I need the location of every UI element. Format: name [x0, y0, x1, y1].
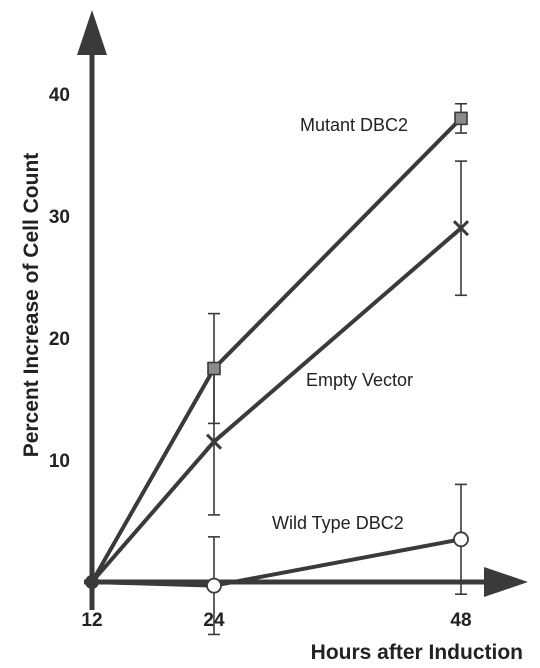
data-point-x	[452, 220, 470, 237]
origin-point	[85, 575, 99, 589]
data-point-x	[205, 433, 223, 450]
series-label: Empty Vector	[306, 370, 413, 390]
x-tick-label: 12	[81, 610, 102, 631]
y-axis-title: Percent Increase of Cell Count	[20, 153, 43, 458]
y-tick-label: 40	[49, 85, 70, 106]
series-line-2	[90, 537, 463, 588]
y-tick-label: 30	[49, 207, 70, 228]
series-label: Mutant DBC2	[300, 115, 408, 135]
y-tick-label: 20	[49, 329, 70, 350]
y-axis-arrow	[77, 10, 107, 55]
series-labels: Mutant DBC2 Empty Vector Wild Type DBC2	[272, 115, 413, 533]
x-tick-label: 48	[450, 610, 471, 631]
data-point-square	[454, 111, 468, 126]
data-point-circle	[206, 577, 222, 594]
x-tick-labels: 12 24 48	[81, 610, 471, 631]
data-point-square	[207, 361, 221, 376]
x-axis-arrow	[484, 567, 528, 597]
data-point-circle	[453, 531, 469, 548]
y-tick-labels: 10 20 30 40	[49, 85, 70, 472]
series-label: Wild Type DBC2	[272, 513, 404, 533]
y-tick-label: 10	[49, 451, 70, 472]
series-markers	[85, 111, 470, 594]
x-axis-title: Hours after Induction	[311, 641, 523, 664]
